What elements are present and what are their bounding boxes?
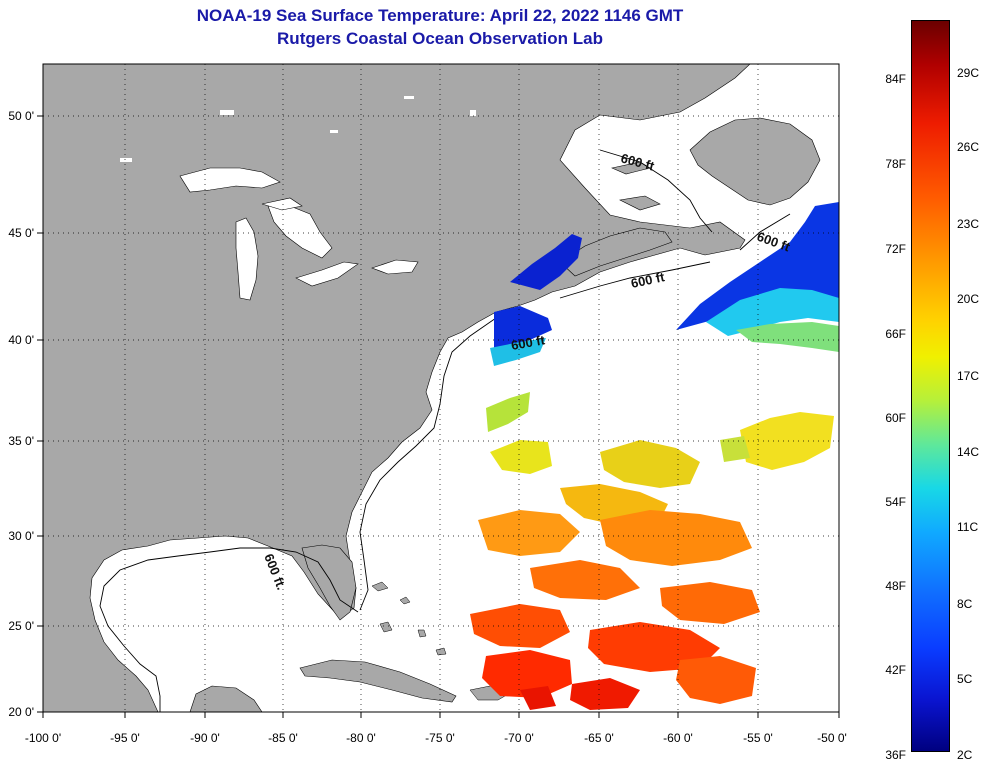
axis-ticks: [37, 115, 840, 718]
lon-label: -80 0': [346, 731, 376, 745]
colorbar-label-c: 8C: [957, 597, 973, 611]
sst-gulf-of-maine: [494, 306, 552, 348]
sst-gulf-of-st-lawrence: [510, 234, 582, 290]
lat-label: 45 0': [8, 226, 34, 240]
colorbar-label-f: 84F: [885, 72, 906, 86]
longitude-labels: -100 0' -95 0' -90 0' -85 0' -80 0' -75 …: [25, 731, 847, 745]
depth-contour-600ft: [99, 149, 791, 712]
lon-label: -85 0': [268, 731, 298, 745]
colorbar-label-c: 11C: [957, 520, 979, 534]
chart-subtitle: Rutgers Coastal Ocean Observation Lab: [277, 29, 603, 48]
sst-shelf-ne: [676, 202, 839, 330]
lon-label: -60 0': [663, 731, 693, 745]
lon-label: -90 0': [190, 731, 220, 745]
lon-label: -95 0': [110, 731, 140, 745]
land-nova-scotia: [559, 227, 673, 277]
chart-title: NOAA-19 Sea Surface Temperature: April 2…: [196, 6, 684, 25]
colorbar-label-f: 36F: [885, 748, 906, 762]
lon-label: -75 0': [425, 731, 455, 745]
colorbar-label-c: 5C: [957, 672, 973, 686]
northern-lakes: [120, 96, 476, 162]
sst-slope-cyan: [706, 288, 839, 336]
lat-label: 20 0': [8, 705, 34, 719]
sst-mid-atlantic: [486, 392, 834, 526]
colorbar-label-f: 66F: [885, 327, 906, 341]
land-cuba: [299, 659, 457, 703]
colorbar-label-c: 20C: [957, 292, 980, 306]
lon-label: -55 0': [743, 731, 773, 745]
land-north-america: [43, 64, 751, 712]
land-yucatan: [189, 685, 263, 712]
colorbar-label-f: 78F: [885, 157, 906, 171]
lat-label: 30 0': [8, 529, 34, 543]
colorbar-label-c: 2C: [957, 748, 973, 762]
latitude-labels: 50 0' 45 0' 40 0' 35 0' 30 0' 25 0' 20 0…: [8, 109, 34, 719]
contour-label: 600 ft: [510, 332, 547, 353]
colorbar-label-f: 72F: [885, 242, 906, 256]
sst-slope-green: [736, 322, 839, 352]
land-newfoundland: [689, 117, 821, 206]
graticule: [43, 64, 839, 712]
lat-label: 35 0': [8, 434, 34, 448]
colorbar-label-c: 14C: [957, 445, 980, 459]
contour-label: 600 ft: [630, 269, 667, 291]
sst-warm-south: [470, 510, 760, 710]
colorbar-label-f: 54F: [885, 495, 906, 509]
colorbar-label-c: 17C: [957, 369, 980, 383]
lat-label: 40 0': [8, 333, 34, 347]
colorbar-label-f: 42F: [885, 663, 906, 677]
lon-label: -100 0': [25, 731, 61, 745]
map-frame: [42, 63, 840, 713]
colorbar-label-c: 26C: [957, 140, 980, 154]
colorbar-label-f: 48F: [885, 579, 906, 593]
lat-label: 50 0': [8, 109, 34, 123]
sst-nj-cyan: [490, 338, 546, 366]
lon-label: -70 0': [504, 731, 534, 745]
lon-label: -65 0': [584, 731, 614, 745]
sst-cold-waters: [490, 202, 839, 366]
colorbar-label-c: 29C: [957, 66, 980, 80]
colorbar-label-f: 60F: [885, 411, 906, 425]
temperature-colorbar: [911, 20, 950, 752]
lon-label: -50 0': [817, 731, 847, 745]
colorbar-label-c: 23C: [957, 217, 980, 231]
land-bahamas: [371, 581, 447, 656]
lat-label: 25 0': [8, 619, 34, 633]
